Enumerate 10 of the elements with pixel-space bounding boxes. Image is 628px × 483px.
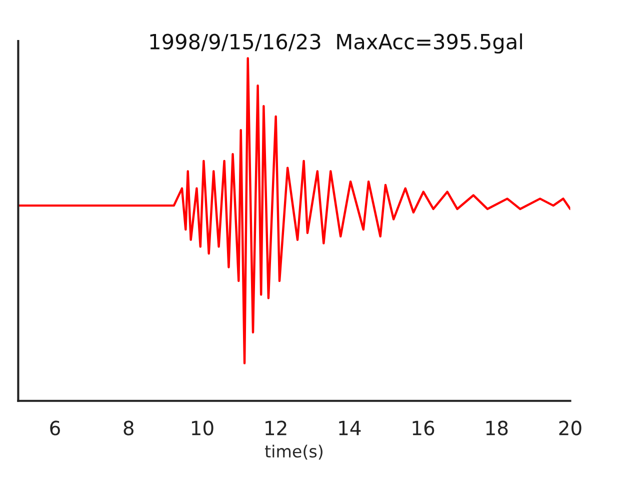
x-tick-label: 8 [124,420,134,436]
chart-title: 1998/9/15/16/23 MaxAcc=395.5gal [150,33,522,54]
x-tick-label: 6 [50,420,60,436]
x-tick-label: 10 [192,420,214,436]
x-tick-label: 14 [339,420,361,436]
x-tick-label: 12 [266,420,286,436]
x-tick-label: 20 [559,420,582,436]
x-axis-title: time(s) [264,444,322,460]
x-tick-label: 16 [412,420,434,436]
x-tick-label: 18 [486,420,508,436]
